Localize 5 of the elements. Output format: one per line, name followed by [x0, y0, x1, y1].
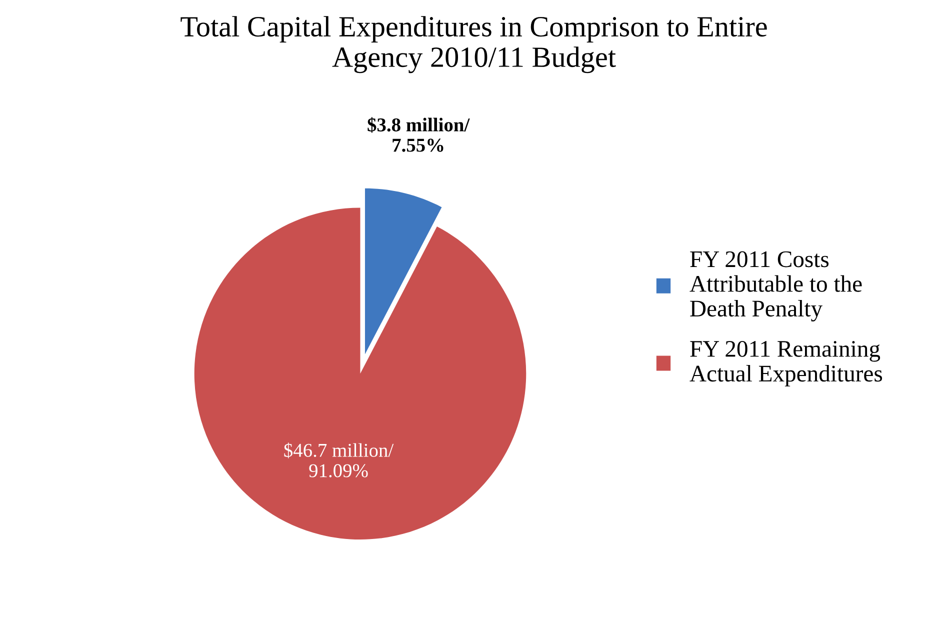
data-label: $46.7 million/ 91.09%: [284, 442, 394, 478]
data-label: $3.8 million/ 7.55%: [368, 117, 470, 152]
legend-label: FY 2011 Costs Attributable to the Death Penalty: [690, 251, 862, 322]
chart-title: Total Capital Expenditures in Comprison to Entire Agency 2010/11 Budget: [180, 16, 767, 74]
legend-label: FY 2011 Remaining Actual Expenditures: [690, 340, 882, 386]
